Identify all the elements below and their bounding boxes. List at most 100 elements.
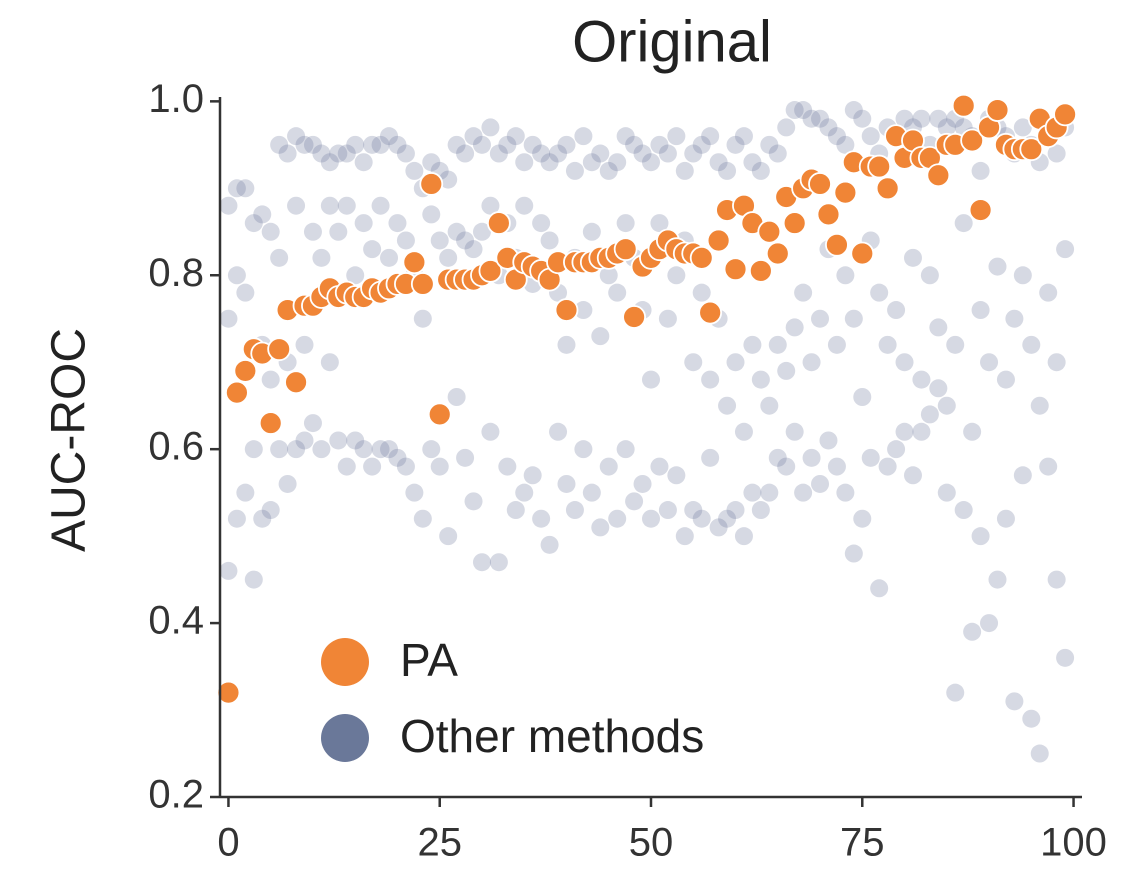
other-point [675, 527, 694, 546]
other-point [642, 509, 660, 528]
other-point [692, 509, 711, 528]
other-point [836, 483, 855, 502]
pa-point [825, 232, 849, 257]
other-point [684, 353, 703, 372]
other-point [675, 161, 694, 180]
pa-point [816, 202, 841, 227]
other-point [785, 422, 804, 441]
x-tick-label: 75 [840, 821, 885, 865]
other-point [303, 135, 322, 154]
pa-point [216, 680, 241, 705]
other-point [1039, 457, 1058, 476]
other-point [895, 353, 914, 372]
other-point [405, 161, 424, 180]
pa-point [419, 172, 444, 196]
other-point [819, 431, 838, 450]
other-point [363, 240, 382, 259]
other-point [591, 144, 610, 163]
other-point [549, 422, 568, 441]
other-point [253, 205, 272, 224]
other-point [692, 135, 711, 154]
other-point [760, 135, 779, 154]
other-point [464, 492, 483, 511]
other-point [1056, 240, 1075, 259]
pa-point [689, 245, 714, 270]
other-point [557, 335, 576, 354]
other-point [963, 422, 982, 441]
other-point [599, 161, 618, 180]
other-point [270, 135, 289, 154]
other-point [667, 266, 686, 285]
other-point [227, 179, 246, 198]
other-point [642, 153, 660, 172]
pa-point [427, 402, 452, 427]
other-point [244, 570, 263, 589]
other-point [794, 101, 813, 120]
pa-point [233, 359, 258, 383]
other-point [481, 118, 500, 137]
x-tick-label: 100 [1040, 821, 1107, 865]
other-point [920, 405, 939, 424]
y-tick-label: 0.4 [148, 599, 204, 643]
other-point [329, 222, 348, 241]
pa-point [960, 128, 985, 153]
other-point [599, 457, 618, 476]
other-point [506, 501, 525, 520]
other-point [895, 109, 914, 128]
legend-marker [321, 638, 369, 686]
pa-point [225, 380, 249, 405]
other-point [912, 422, 931, 441]
other-point [540, 153, 559, 172]
other-point [785, 101, 804, 120]
other-point [337, 144, 356, 163]
other-point [616, 214, 635, 233]
other-point [988, 257, 1007, 276]
other-point [532, 214, 551, 233]
other-point [422, 440, 441, 459]
other-point [523, 466, 542, 485]
other-point [413, 309, 432, 328]
pa-point [850, 241, 875, 266]
other-point [329, 431, 348, 450]
other-point [836, 266, 855, 285]
other-point [785, 318, 804, 337]
other-point [616, 127, 635, 146]
other-point [920, 266, 939, 285]
other-point [878, 457, 897, 476]
other-point [549, 144, 568, 163]
other-point [540, 535, 559, 554]
other-point [996, 509, 1015, 528]
y-tick-label: 0.2 [148, 773, 204, 817]
other-point [633, 144, 652, 163]
other-point [861, 448, 880, 467]
other-point [963, 622, 982, 641]
other-point [811, 474, 830, 493]
pa-point [698, 300, 723, 325]
other-point [971, 301, 990, 320]
other-point [532, 144, 551, 163]
other-point [929, 379, 948, 398]
other-point [718, 396, 737, 415]
other-point [430, 231, 449, 250]
other-point [1013, 466, 1032, 485]
other-point [1005, 692, 1024, 711]
other-point [937, 483, 956, 502]
pa-point [757, 219, 782, 244]
other-point [887, 440, 906, 459]
other-point [811, 109, 830, 128]
other-point [439, 248, 458, 267]
y-tick-label: 0.8 [148, 251, 204, 295]
other-point [354, 153, 373, 172]
other-point [996, 370, 1015, 389]
other-point [565, 161, 584, 180]
other-point [633, 474, 652, 493]
other-point [371, 135, 390, 154]
other-point [650, 214, 669, 233]
other-point [895, 422, 914, 441]
pa-point [258, 411, 283, 435]
other-point [261, 370, 280, 389]
other-point [388, 214, 407, 233]
other-point [422, 153, 441, 172]
